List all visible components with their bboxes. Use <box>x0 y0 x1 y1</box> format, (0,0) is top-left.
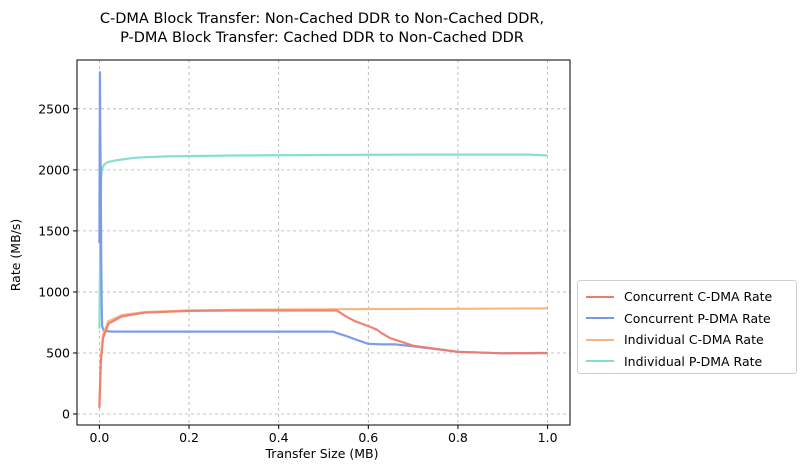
plot-area-frame <box>76 59 571 426</box>
series-layer <box>98 71 548 408</box>
legend-label: Individual P-DMA Rate <box>624 353 763 369</box>
y-tick-label: 2000 <box>38 162 70 177</box>
x-tick-label: 0.6 <box>358 430 378 445</box>
y-axis-ticks: 0 500 1000 1500 2000 2500 <box>38 101 77 422</box>
x-tick-label: 0.0 <box>89 430 109 445</box>
y-axis-label: Rate (MB/s) <box>8 219 23 291</box>
y-tick-label: 1500 <box>38 223 70 238</box>
series-line-individual-c-dma-rate <box>98 307 548 407</box>
x-tick-label: 1.0 <box>538 430 558 445</box>
x-tick-label: 0.8 <box>448 430 468 445</box>
legend-label: Concurrent P-DMA Rate <box>624 310 771 326</box>
y-tick-label: 2500 <box>38 101 70 116</box>
chart-title-line-2: P-DMA Block Transfer: Cached DDR to Non-… <box>120 30 524 46</box>
legend-item-individual-pdma: Individual P-DMA Rate <box>586 351 796 373</box>
series-line-concurrent-p-dma-rate <box>98 71 548 355</box>
x-axis-ticks: 0.0 0.2 0.4 0.6 0.8 1.0 <box>89 425 558 445</box>
legend: Concurrent C-DMA Rate Concurrent P-DMA R… <box>577 280 797 374</box>
chart-title-line-1: C-DMA Block Transfer: Non-Cached DDR to … <box>100 11 544 27</box>
x-axis-label: Transfer Size (MB) <box>265 446 379 461</box>
legend-item-concurrent-pdma: Concurrent P-DMA Rate <box>586 308 796 330</box>
legend-swatch <box>586 338 614 341</box>
grid-lines <box>77 60 570 425</box>
legend-label: Concurrent C-DMA Rate <box>624 289 773 305</box>
y-tick-label: 500 <box>46 345 70 360</box>
legend-label: Individual C-DMA Rate <box>624 332 764 348</box>
x-tick-label: 0.4 <box>269 430 289 445</box>
legend-item-individual-cdma: Individual C-DMA Rate <box>586 329 796 351</box>
x-tick-label: 0.2 <box>179 430 199 445</box>
legend-swatch <box>586 317 614 320</box>
legend-item-concurrent-cdma: Concurrent C-DMA Rate <box>586 286 796 308</box>
legend-swatch <box>586 360 614 363</box>
y-tick-label: 1000 <box>38 284 70 299</box>
legend-swatch <box>586 295 614 298</box>
y-tick-label: 0 <box>62 407 70 422</box>
series-line-individual-p-dma-rate <box>98 153 548 329</box>
series-line-concurrent-c-dma-rate <box>98 309 548 408</box>
